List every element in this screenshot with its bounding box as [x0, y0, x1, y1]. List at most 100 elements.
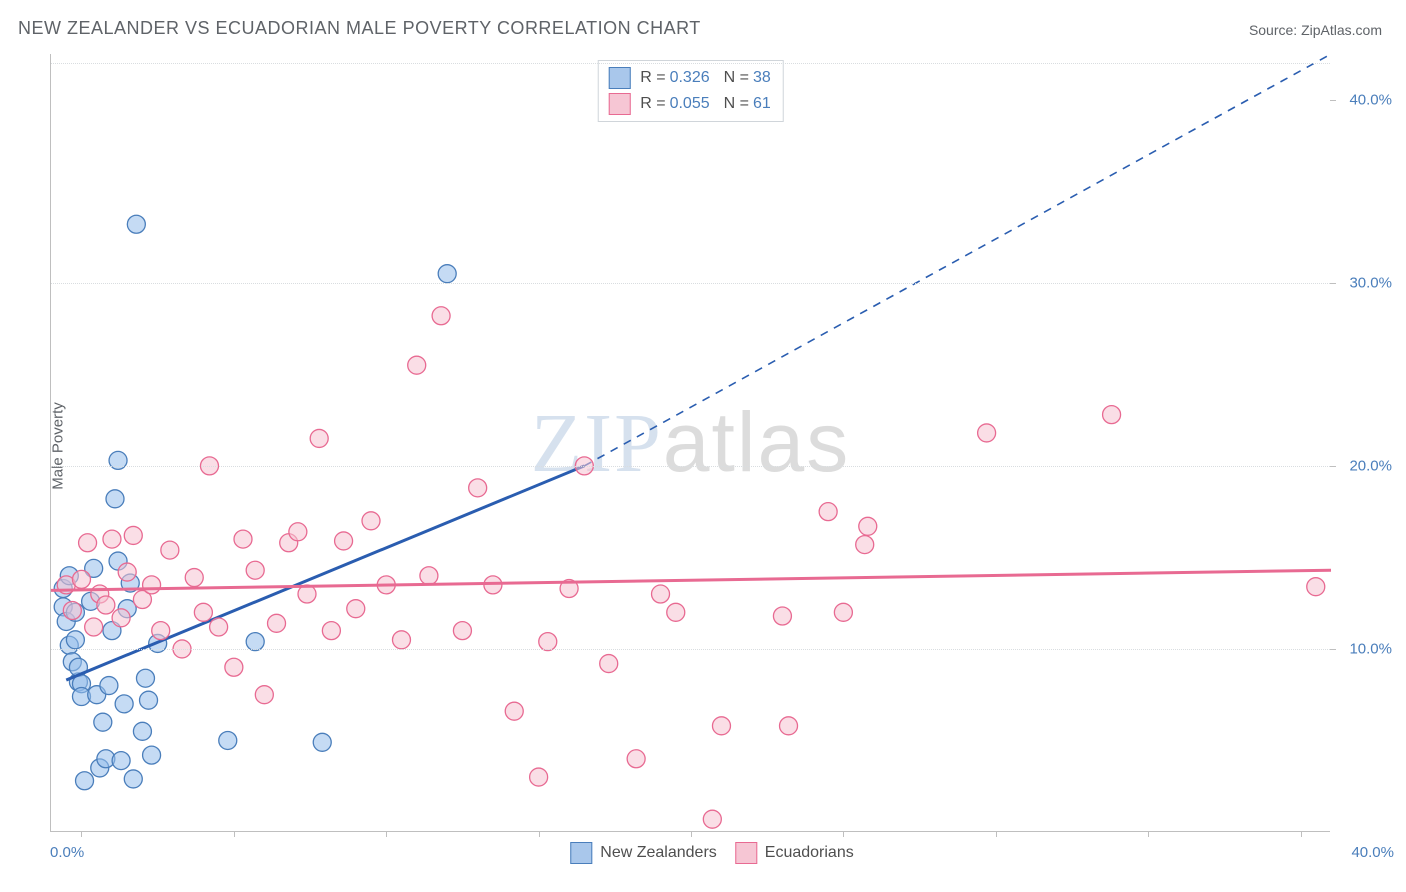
data-point [136, 669, 154, 687]
data-point [115, 695, 133, 713]
data-point [100, 677, 118, 695]
data-point [347, 600, 365, 618]
data-point [118, 563, 136, 581]
stats-box: R =0.326N =38R =0.055N =61 [597, 60, 784, 122]
x-tick-mark [234, 831, 235, 837]
data-point [420, 567, 438, 585]
data-point [408, 356, 426, 374]
x-tick-mark [1148, 831, 1149, 837]
data-point [185, 569, 203, 587]
stats-swatch [608, 93, 630, 115]
data-point [79, 534, 97, 552]
data-point [652, 585, 670, 603]
data-point [362, 512, 380, 530]
stats-r-label: R = [640, 95, 665, 113]
data-point [432, 307, 450, 325]
y-tick-label: 30.0% [1337, 274, 1392, 291]
data-point [627, 750, 645, 768]
x-axis-max-label: 40.0% [1351, 844, 1394, 861]
data-point [268, 614, 286, 632]
data-point [124, 526, 142, 544]
data-point [133, 722, 151, 740]
data-point [289, 523, 307, 541]
data-point [530, 768, 548, 786]
data-point [63, 601, 81, 619]
stats-r-value: 0.055 [670, 95, 710, 113]
trend-line [51, 570, 1331, 590]
data-point [234, 530, 252, 548]
data-point [1307, 578, 1325, 596]
x-tick-mark [386, 831, 387, 837]
data-point [76, 772, 94, 790]
stats-n-label: N = [724, 95, 749, 113]
y-tick-mark [1330, 466, 1336, 467]
data-point [112, 609, 130, 627]
trend-line [66, 466, 584, 680]
data-point [600, 655, 618, 673]
stats-swatch [608, 67, 630, 89]
data-point [143, 576, 161, 594]
data-point [161, 541, 179, 559]
y-tick-label: 10.0% [1337, 640, 1392, 657]
data-point [313, 733, 331, 751]
data-point [72, 570, 90, 588]
data-point [194, 603, 212, 621]
data-point [453, 622, 471, 640]
data-point [219, 731, 237, 749]
data-point [322, 622, 340, 640]
data-point [97, 596, 115, 614]
data-point [85, 618, 103, 636]
data-point [310, 429, 328, 447]
legend-swatch [735, 842, 757, 864]
stats-r-value: 0.326 [670, 69, 710, 87]
data-point [66, 631, 84, 649]
y-tick-label: 20.0% [1337, 457, 1392, 474]
legend: New ZealandersEcuadorians [552, 842, 853, 864]
x-tick-mark [691, 831, 692, 837]
data-point [819, 503, 837, 521]
data-point [856, 536, 874, 554]
data-point [392, 631, 410, 649]
gridline [51, 649, 1330, 650]
data-point [124, 770, 142, 788]
y-tick-mark [1330, 649, 1336, 650]
plot-area: ZIPatlas R =0.326N =38R =0.055N =61 10.0… [50, 54, 1330, 832]
data-point [834, 603, 852, 621]
data-point [859, 517, 877, 535]
source-label: Source: ZipAtlas.com [1249, 22, 1382, 38]
data-point [112, 752, 130, 770]
data-point [103, 530, 121, 548]
data-point [225, 658, 243, 676]
legend-label: Ecuadorians [765, 844, 854, 862]
stats-row: R =0.326N =38 [608, 65, 773, 91]
data-point [140, 691, 158, 709]
data-point [703, 810, 721, 828]
data-point [539, 633, 557, 651]
stats-row: R = 0.055 N =61 [608, 91, 773, 117]
data-point [246, 633, 264, 651]
data-point [94, 713, 112, 731]
data-point [143, 746, 161, 764]
data-point [210, 618, 228, 636]
stats-n-label: N = [724, 69, 749, 87]
data-point [152, 622, 170, 640]
data-point [255, 686, 273, 704]
stats-r-label: R = [640, 69, 665, 87]
stats-n-value: 61 [753, 95, 771, 113]
gridline [51, 63, 1330, 64]
data-point [780, 717, 798, 735]
x-tick-mark [539, 831, 540, 837]
x-tick-mark [1301, 831, 1302, 837]
data-point [106, 490, 124, 508]
data-point [246, 561, 264, 579]
gridline [51, 283, 1330, 284]
data-point [335, 532, 353, 550]
y-tick-mark [1330, 100, 1336, 101]
legend-swatch [570, 842, 592, 864]
data-point [773, 607, 791, 625]
data-point [1103, 406, 1121, 424]
x-tick-mark [843, 831, 844, 837]
data-point [438, 265, 456, 283]
y-tick-mark [1330, 283, 1336, 284]
x-axis-min-label: 0.0% [50, 844, 84, 861]
